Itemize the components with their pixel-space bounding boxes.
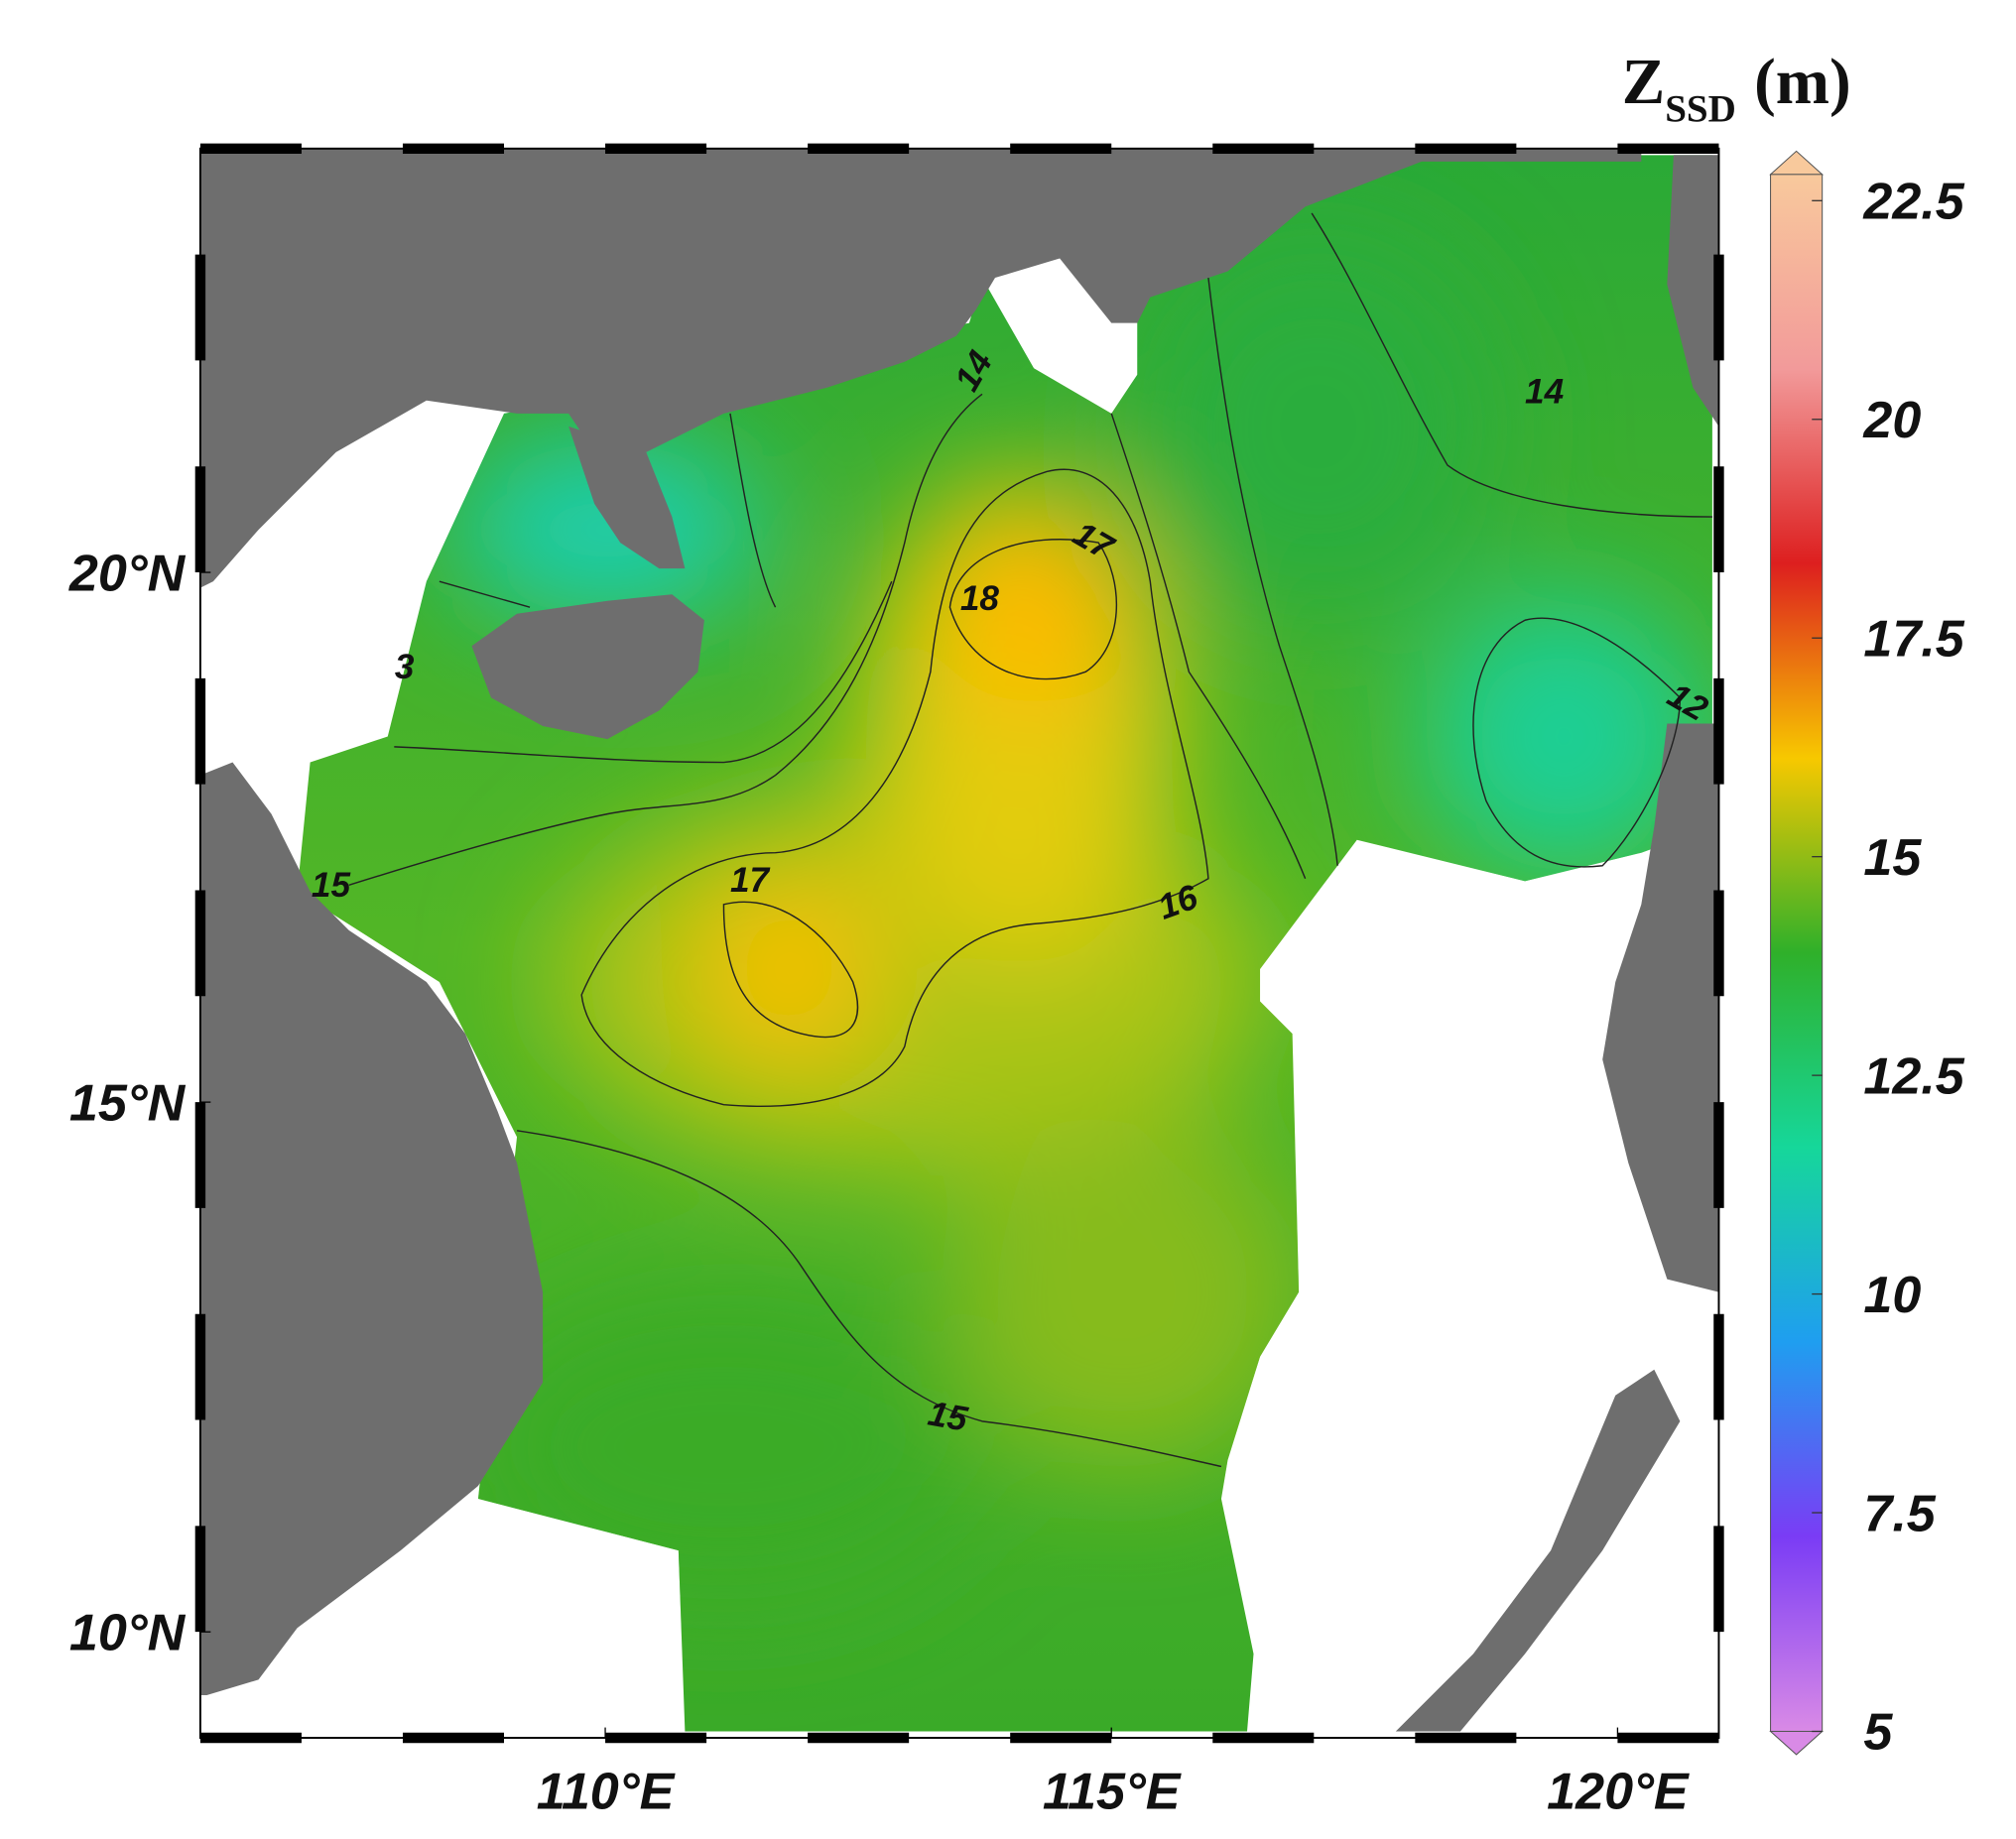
contour-label: 17 [730,861,771,900]
contour-label: 18 [960,579,1000,618]
contour-label: 15 [312,866,351,905]
x-tick-label: 115°E [1043,1764,1183,1821]
contour-label: 14 [1525,373,1564,412]
y-tick-label: 20°N [68,545,187,602]
colorbar-tick-label: 17.5 [1863,610,1964,668]
y-tick-label: 10°N [69,1604,187,1661]
land [199,148,1719,1732]
contours [348,212,1712,1468]
title-subscript: SSD [1665,87,1736,130]
colorbar-title: ZSSD (m) [1622,47,1851,130]
colorbar-tick-label: 15 [1863,829,1922,887]
colorbar [1770,174,1824,1733]
colorbar-tick-label: 5 [1863,1704,1893,1762]
contour-label: 3 [395,648,415,686]
colorbar-tick-label: 12.5 [1863,1047,1964,1105]
colorbar-tick-label: 7.5 [1863,1485,1936,1542]
x-tick-label: 120°E [1547,1764,1691,1821]
contour-label: 15 [926,1394,971,1438]
colorbar-extend-bottom [1769,1730,1825,1756]
map-area: 14 14 17 18 3 15 17 16 15 12 ZSSD (m) 110… [68,47,1965,1820]
title-main: Z [1622,47,1665,118]
title-unit: (m) [1754,47,1851,118]
colorbar-tick-label: 10 [1863,1267,1921,1324]
colorbar-extend-top [1769,150,1825,176]
x-tick-label: 110°E [537,1764,677,1821]
y-tick-label: 15°N [69,1074,187,1132]
colorbar-tick-label: 22.5 [1862,174,1964,231]
colorbar-tick-label: 20 [1862,392,1921,449]
